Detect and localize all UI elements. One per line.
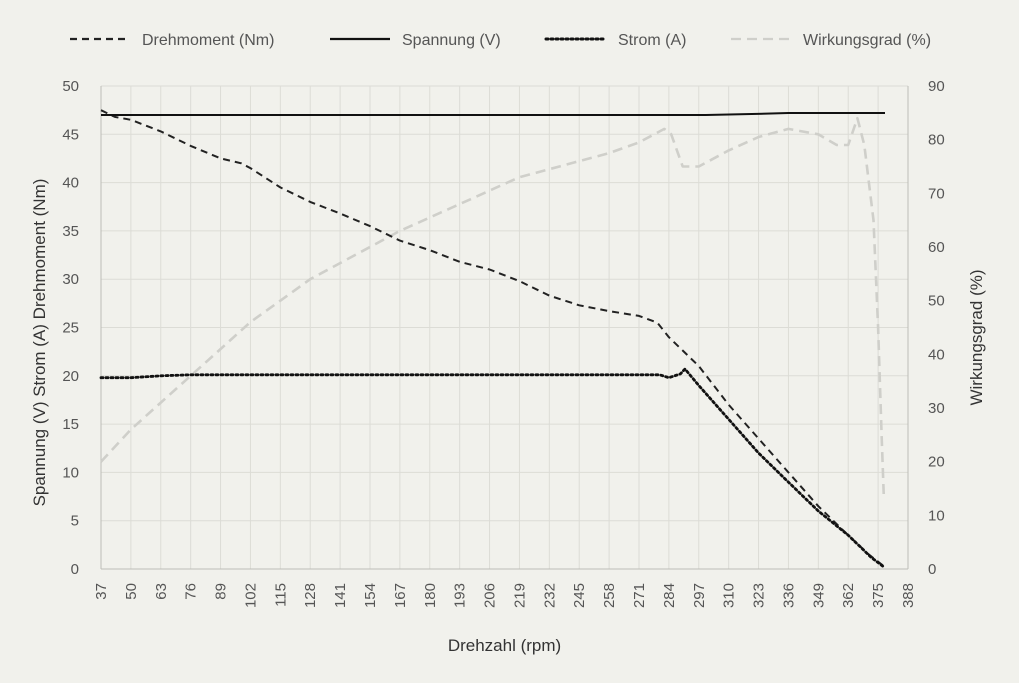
x-tick-label: 245 — [571, 583, 588, 608]
x-tick-label: 297 — [691, 583, 708, 608]
y-right-tick-label: 80 — [928, 132, 945, 149]
y-left-tick-label: 45 — [62, 126, 79, 143]
x-tick-label: 388 — [900, 583, 917, 608]
x-tick-label: 76 — [183, 583, 200, 600]
series-line-3 — [100, 116, 886, 500]
x-tick-label: 115 — [272, 583, 289, 607]
x-tick-label: 219 — [511, 583, 528, 608]
y-left-tick-label: 5 — [71, 513, 79, 530]
y-right-tick-label: 0 — [928, 561, 936, 578]
x-tick-label: 89 — [213, 583, 230, 600]
x-tick-label: 232 — [541, 583, 558, 608]
x-tick-label: 37 — [93, 583, 110, 600]
x-tick-label: 141 — [332, 583, 349, 608]
x-tick-label: 50 — [123, 583, 140, 600]
y-right-tick-label: 10 — [928, 507, 945, 524]
x-tick-label: 180 — [422, 583, 439, 608]
x-tick-label: 128 — [302, 583, 319, 608]
y-right-tick-label: 30 — [928, 400, 945, 417]
y-left-tick-label: 30 — [62, 271, 79, 288]
legend-label: Strom (A) — [618, 32, 686, 49]
y-right-tick-label: 20 — [928, 454, 945, 471]
y-right-tick-label: 90 — [928, 78, 945, 95]
y-left-tick-label: 40 — [62, 175, 79, 192]
y-axis-title-left: Spannung (V) Strom (A) Drehmoment (Nm) — [30, 179, 49, 507]
y-left-tick-label: 35 — [62, 223, 79, 240]
y-right-tick-label: 50 — [928, 293, 945, 310]
x-tick-label: 167 — [392, 583, 409, 608]
x-tick-label: 375 — [870, 583, 887, 608]
x-tick-label: 362 — [840, 583, 857, 608]
x-tick-label: 271 — [631, 583, 648, 608]
series-line-2 — [99, 367, 885, 568]
y-axis-title-right: Wirkungsgrad (%) — [967, 269, 986, 405]
x-tick-label: 284 — [661, 583, 678, 608]
y-right-tick-label: 40 — [928, 346, 945, 363]
y-right-tick-label: 60 — [928, 239, 945, 256]
y-left-tick-label: 15 — [62, 416, 79, 433]
y-left-tick-label: 20 — [62, 368, 79, 385]
y-left-tick-label: 0 — [71, 561, 79, 578]
legend-label: Wirkungsgrad (%) — [803, 32, 931, 49]
x-tick-label: 336 — [780, 583, 797, 608]
y-left-tick-label: 50 — [62, 78, 79, 95]
x-tick-label: 63 — [153, 583, 170, 600]
x-tick-label: 323 — [751, 583, 768, 608]
y-left-tick-label: 10 — [62, 464, 79, 481]
y-right-tick-label: 70 — [928, 185, 945, 202]
x-tick-label: 193 — [452, 583, 469, 608]
x-tick-label: 102 — [242, 583, 259, 608]
x-axis-title: Drehzahl (rpm) — [448, 636, 561, 655]
y-left-tick-label: 25 — [62, 320, 79, 337]
series-line-0 — [100, 109, 886, 568]
x-tick-label: 310 — [721, 583, 738, 608]
x-tick-label: 154 — [362, 583, 379, 608]
legend-label: Spannung (V) — [402, 32, 501, 49]
x-tick-label: 349 — [810, 583, 827, 608]
x-tick-label: 258 — [601, 583, 618, 608]
series-line-1 — [101, 112, 885, 116]
legend-label: Drehmoment (Nm) — [142, 32, 274, 49]
x-tick-label: 206 — [482, 583, 499, 608]
